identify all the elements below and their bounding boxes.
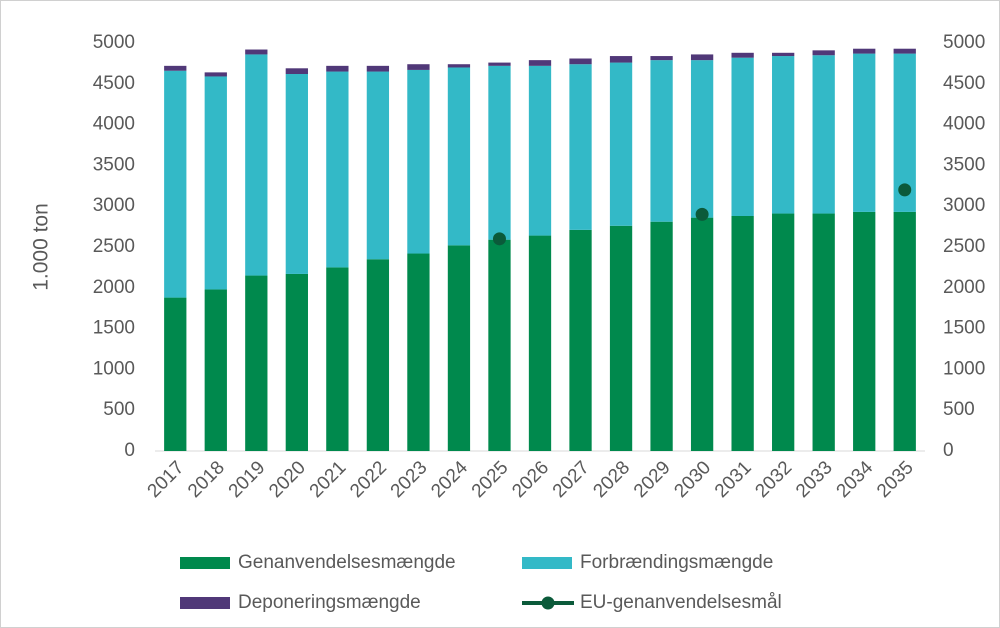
- legend-label: EU-genanvendelsesmål: [580, 592, 782, 613]
- bar-segment: [245, 275, 268, 451]
- y-tick-label: 3000: [93, 195, 135, 216]
- y-tick-label: 1500: [93, 318, 135, 339]
- y-tick-label: 1000: [93, 358, 135, 379]
- y2-tick-label: 4000: [943, 114, 985, 135]
- y2-tick-label: 5000: [943, 32, 985, 53]
- y-tick-label: 2500: [93, 236, 135, 257]
- bar-segment: [447, 245, 471, 451]
- bar-segment: [690, 60, 714, 218]
- legend-marker: [541, 596, 555, 610]
- bar-segment: [812, 50, 835, 56]
- line-marker: [898, 183, 912, 197]
- y-tick-label: 2000: [93, 277, 135, 298]
- y-tick-label: 4000: [93, 114, 135, 135]
- bar-segment: [731, 52, 754, 58]
- bar-segment: [569, 229, 592, 451]
- bar-segment: [488, 62, 511, 66]
- bar-segment: [690, 54, 714, 61]
- line-marker: [695, 207, 709, 221]
- bar-segment: [812, 213, 835, 451]
- bar-segment: [447, 67, 471, 246]
- bar-segment: [569, 64, 592, 230]
- y2-tick-label: 0: [943, 440, 954, 461]
- bar-segment: [853, 53, 876, 212]
- bar-segment: [326, 65, 349, 72]
- y-tick-label: 3500: [93, 154, 135, 175]
- bar-segment: [164, 65, 187, 71]
- bar-segment: [528, 235, 552, 451]
- bar-segment: [285, 74, 308, 274]
- bar-segment: [326, 71, 349, 268]
- bar-segment: [772, 56, 795, 214]
- legend-label: Deponeringsmængde: [238, 592, 421, 613]
- y2-tick-label: 500: [943, 399, 975, 420]
- bar-segment: [164, 70, 187, 298]
- legend-swatch: [180, 557, 230, 569]
- bar-segment: [731, 57, 754, 216]
- bar-segment: [650, 60, 673, 222]
- y2-tick-label: 1500: [943, 318, 985, 339]
- y-tick-label: 0: [124, 440, 135, 461]
- bar-segment: [164, 297, 187, 451]
- bar-segment: [609, 225, 633, 451]
- bar-segment: [650, 221, 673, 451]
- y2-tick-label: 2000: [943, 277, 985, 298]
- legend-label: Forbrændingsmængde: [580, 552, 773, 573]
- y-tick-label: 500: [103, 399, 135, 420]
- bar-segment: [893, 211, 916, 451]
- bar-segment: [245, 49, 268, 55]
- y2-tick-label: 3500: [943, 154, 985, 175]
- bar-segment: [772, 52, 795, 57]
- bar-segment: [650, 56, 673, 61]
- y2-tick-label: 3000: [943, 195, 985, 216]
- bar-segment: [853, 211, 876, 451]
- y2-tick-label: 2500: [943, 236, 985, 257]
- y2-tick-label: 4500: [943, 73, 985, 94]
- bar-segment: [407, 64, 430, 70]
- bar-segment: [407, 69, 430, 254]
- bar-segment: [285, 68, 308, 75]
- bar-segment: [366, 71, 390, 260]
- bar-segment: [528, 60, 552, 66]
- bar-segment: [204, 72, 227, 77]
- bar-segment: [609, 56, 633, 63]
- bar-segment: [772, 213, 795, 451]
- bar-segment: [569, 58, 592, 65]
- bar-segment: [812, 55, 835, 214]
- bar-segment: [488, 239, 511, 451]
- legend-swatch: [180, 597, 230, 609]
- bar-segment: [528, 65, 552, 236]
- bar-segment: [690, 217, 714, 451]
- bar-segment: [366, 65, 390, 72]
- bar-segment: [204, 76, 227, 290]
- bar-segment: [326, 267, 349, 451]
- line-marker: [492, 232, 506, 246]
- y2-tick-label: 1000: [943, 358, 985, 379]
- y-axis-label: 1.000 ton: [30, 203, 53, 291]
- bar-segment: [731, 215, 754, 451]
- bar-segment: [609, 62, 633, 226]
- bar-segment: [285, 273, 308, 451]
- y-tick-label: 4500: [93, 73, 135, 94]
- legend-swatch: [522, 557, 572, 569]
- bar-segment: [407, 253, 430, 451]
- bar-segment: [893, 48, 916, 54]
- bar-segment: [366, 259, 390, 451]
- bar-segment: [447, 64, 471, 68]
- legend-label: Genanvendelsesmængde: [238, 552, 456, 573]
- bar-segment: [488, 65, 511, 240]
- bar-segment: [204, 289, 227, 451]
- bar-segment: [893, 53, 916, 212]
- y-tick-label: 5000: [93, 32, 135, 53]
- bar-segment: [245, 54, 268, 276]
- bar-segment: [853, 48, 876, 54]
